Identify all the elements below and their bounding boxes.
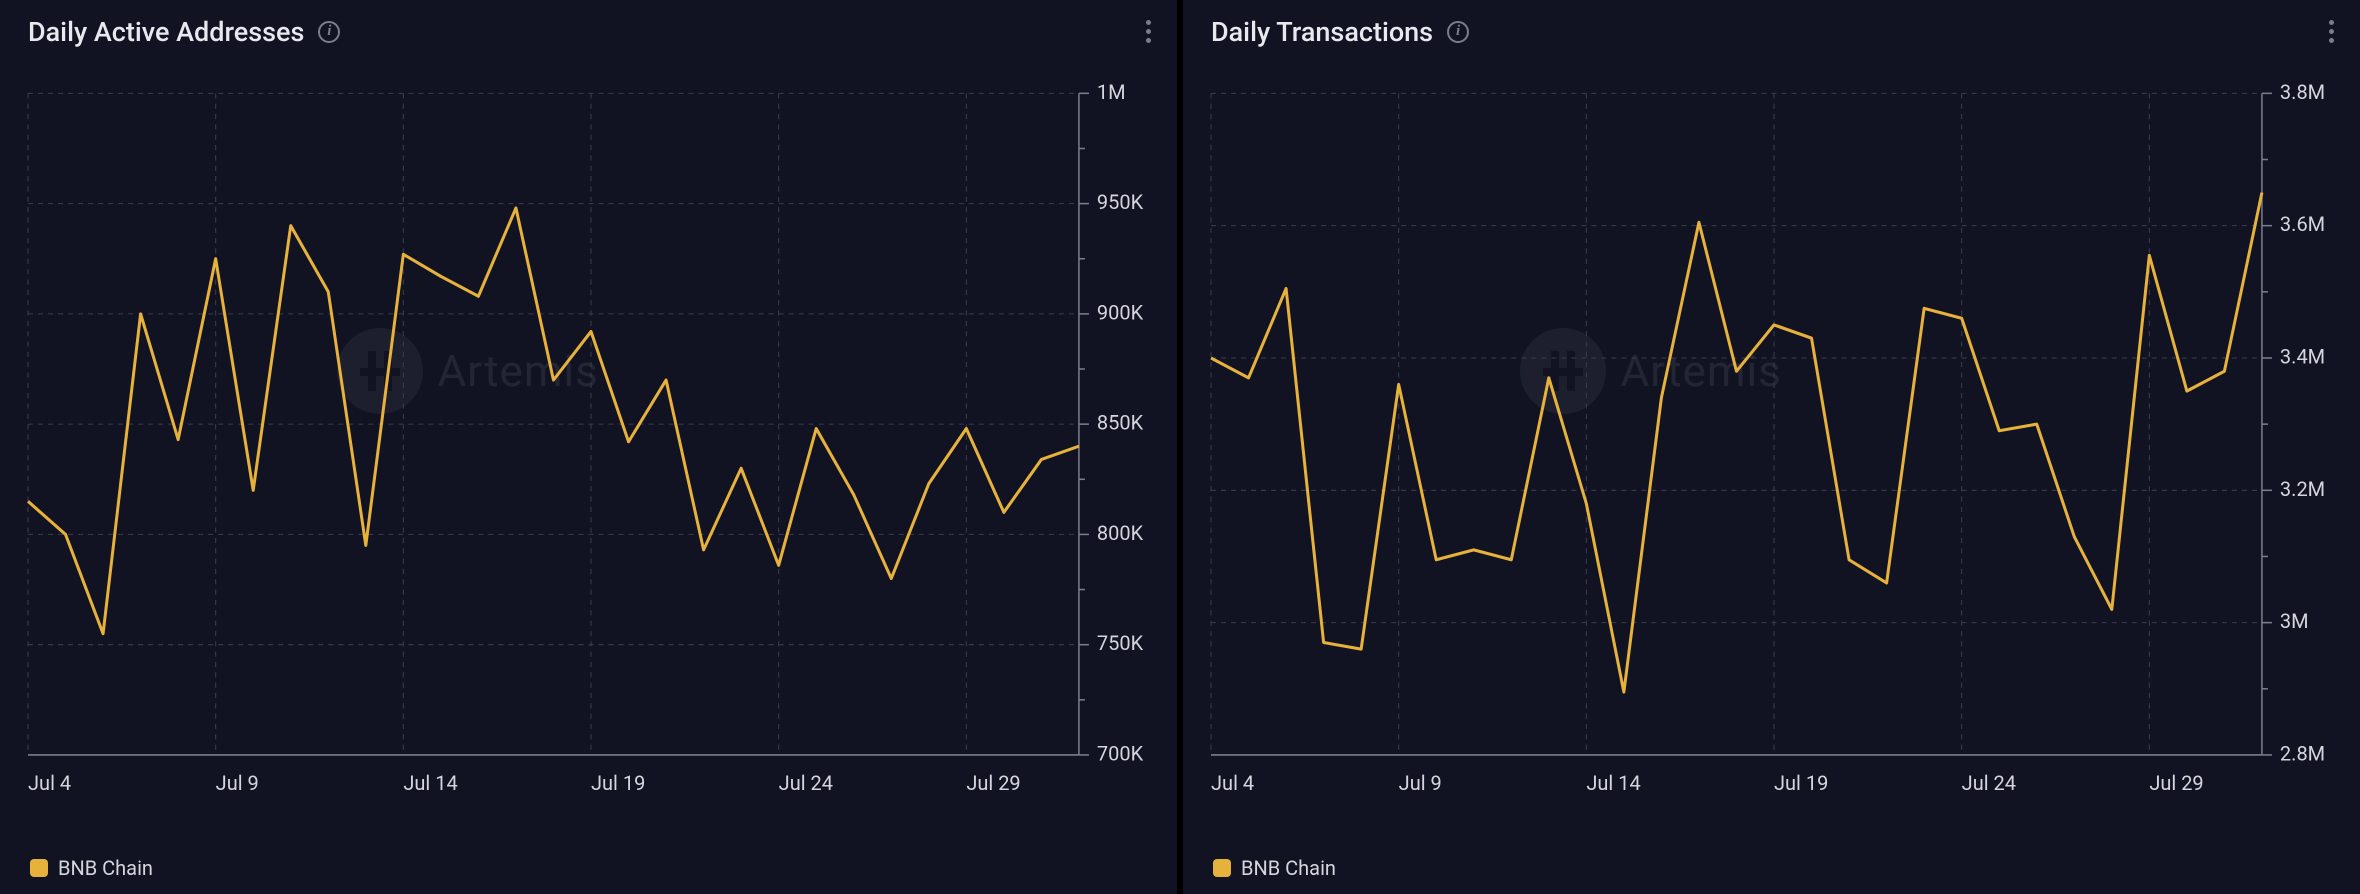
y-tick-label: 900K — [1097, 300, 1144, 324]
panel-header: Daily Transactions i — [1183, 0, 2360, 53]
y-tick-label: 3.4M — [2280, 344, 2325, 368]
y-tick-label: 2.8M — [2280, 741, 2325, 765]
info-icon[interactable]: i — [1447, 21, 1469, 43]
legend: BNB Chain — [0, 852, 1177, 894]
y-tick-label: 950K — [1097, 190, 1144, 214]
legend-swatch — [30, 859, 48, 877]
legend: BNB Chain — [1183, 852, 2360, 894]
y-tick-label: 850K — [1097, 410, 1144, 434]
legend-label: BNB Chain — [58, 856, 153, 880]
panel-title-row: Daily Transactions i — [1211, 16, 1469, 48]
x-tick-label: Jul 19 — [591, 771, 645, 795]
chart-svg: 700K 750K 800K 850K 900K 950K 1M Jul 4 Jul 9 Jul … — [18, 83, 1159, 848]
kebab-menu-icon[interactable] — [2323, 14, 2340, 49]
kebab-menu-icon[interactable] — [1140, 14, 1157, 49]
panel-title: Daily Active Addresses — [28, 16, 304, 48]
chart-area: Artemis700K750K800K850K900K950K1MJul 4Ju… — [18, 83, 1159, 848]
panel-title: Daily Transactions — [1211, 16, 1433, 48]
x-tick-label: Jul 29 — [966, 771, 1020, 795]
legend-swatch — [1213, 859, 1231, 877]
series-line — [28, 208, 1079, 634]
x-tick-label: Jul 14 — [403, 771, 457, 795]
chart-svg: 2.8M 3M 3.2M 3.4M 3.6M 3.8M Jul 4 Jul 9 Jul 14 Ju… — [1201, 83, 2342, 848]
y-tick-label: 3.6M — [2280, 212, 2325, 236]
x-tick-label: Jul 4 — [1211, 771, 1254, 795]
panel-title-row: Daily Active Addresses i — [28, 16, 340, 48]
y-tick-label: 3.2M — [2280, 476, 2325, 500]
chart-panel: Daily TransactionsiArtemis2.8M3M3.2M3.4M… — [1183, 0, 2360, 894]
y-tick-label: 3M — [2280, 609, 2309, 633]
legend-label: BNB Chain — [1241, 856, 1336, 880]
x-tick-label: Jul 9 — [216, 771, 259, 795]
panel-header: Daily Active Addresses i — [0, 0, 1177, 53]
x-tick-label: Jul 4 — [28, 771, 71, 795]
x-tick-label: Jul 24 — [1962, 771, 2016, 795]
x-tick-label: Jul 19 — [1774, 771, 1828, 795]
y-tick-label: 750K — [1097, 631, 1144, 655]
chart-panel: Daily Active AddressesiArtemis700K750K80… — [0, 0, 1177, 894]
x-tick-label: Jul 24 — [779, 771, 833, 795]
x-tick-label: Jul 9 — [1399, 771, 1442, 795]
y-tick-label: 3.8M — [2280, 83, 2325, 104]
chart-area: Artemis2.8M3M3.2M3.4M3.6M3.8MJul 4Jul 9J… — [1201, 83, 2342, 848]
y-tick-label: 700K — [1097, 741, 1144, 765]
info-icon[interactable]: i — [318, 21, 340, 43]
y-tick-label: 800K — [1097, 521, 1144, 545]
series-line — [1211, 193, 2262, 693]
x-tick-label: Jul 29 — [2149, 771, 2203, 795]
x-tick-label: Jul 14 — [1586, 771, 1640, 795]
y-tick-label: 1M — [1097, 83, 1126, 104]
